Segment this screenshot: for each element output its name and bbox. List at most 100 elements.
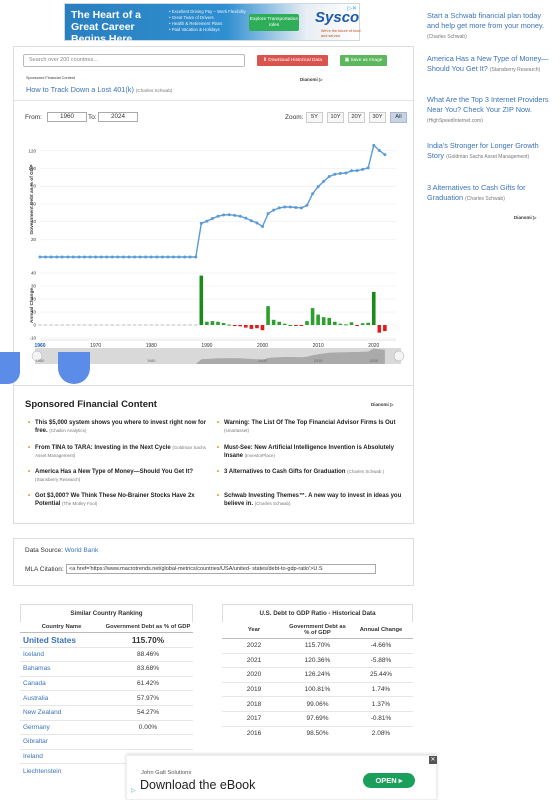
to-year-input[interactable]: 2024 bbox=[98, 112, 138, 122]
ad-cta-button[interactable]: Explore Transportation roles bbox=[249, 14, 299, 31]
country-search-input[interactable]: Search over 200 countries... bbox=[23, 54, 245, 67]
sponsored-item[interactable]: From TINA to TARA: Investing in the Next… bbox=[28, 444, 213, 460]
data-point bbox=[216, 214, 220, 218]
sponsored-item-text[interactable]: Schwab Investing Themes™. A new way to i… bbox=[224, 493, 402, 507]
rail-link[interactable]: America Has a New Type of Money—Should Y… bbox=[427, 54, 552, 75]
rail-link-text[interactable]: Start a Schwab financial plan today and … bbox=[427, 11, 545, 30]
data-source-link[interactable]: World Bank bbox=[64, 547, 99, 554]
sponsored-item[interactable]: Warning: The List Of The Top Financial A… bbox=[217, 419, 402, 435]
data-point bbox=[188, 255, 192, 259]
table-row[interactable]: Germany 0.00% bbox=[20, 719, 193, 735]
sponsored-link[interactable]: How to Track Down a Lost 401(k) (Charles… bbox=[26, 85, 172, 94]
y-tick-label: 80 bbox=[31, 184, 37, 189]
sponsored-item-text[interactable]: Warning: The List Of The Top Financial A… bbox=[224, 420, 396, 426]
y-tick-label: 30 bbox=[31, 284, 37, 289]
data-point bbox=[38, 255, 42, 259]
mla-citation-input[interactable]: <a href='https://www.macrotrends.net/glo… bbox=[66, 564, 376, 574]
country-name-cell[interactable]: United States bbox=[20, 632, 103, 648]
country-name-cell[interactable]: Bahamas bbox=[20, 661, 103, 677]
sponsored-link-text[interactable]: How to Track Down a Lost 401(k) bbox=[26, 85, 134, 94]
country-name-cell[interactable]: Ireland bbox=[20, 748, 103, 764]
rail-link-text[interactable]: What Are the Top 3 Internet Providers Ne… bbox=[427, 95, 549, 114]
country-name-cell[interactable]: Canada bbox=[20, 675, 103, 691]
table-row[interactable]: United States 115.70% bbox=[20, 632, 193, 648]
table-row[interactable]: Bahamas 83.68% bbox=[20, 661, 193, 677]
divider bbox=[14, 100, 413, 101]
annual-change-cell: 1.74% bbox=[349, 681, 413, 697]
change-bar bbox=[277, 321, 281, 325]
sponsored-item-text[interactable]: America Has a New Type of Money—Should Y… bbox=[35, 469, 194, 475]
rail-link-text[interactable]: India's Stronger for Longer Growth Story bbox=[427, 141, 539, 160]
dianomi-logo[interactable]: Dianomi ▷ bbox=[371, 402, 394, 407]
table-row[interactable]: Iceland 88.46% bbox=[20, 646, 193, 662]
ranking-caption: Similar Country Ranking bbox=[20, 604, 193, 622]
sponsored-item-text[interactable]: Got $3,000? We Think These No-Brainer St… bbox=[35, 493, 195, 507]
country-name-cell[interactable]: Germany bbox=[20, 719, 103, 735]
sponsored-item-text[interactable]: This $5,000 system shows you where to in… bbox=[35, 420, 207, 434]
country-name-cell[interactable]: New Zealand bbox=[20, 704, 103, 721]
sponsored-item-text[interactable]: 3 Alternatives to Cash Gifts for Graduat… bbox=[224, 469, 346, 475]
year-cell: 2020 bbox=[222, 667, 286, 683]
change-bar bbox=[366, 322, 370, 325]
table-row[interactable]: New Zealand 54.27% bbox=[20, 704, 193, 721]
change-bar bbox=[144, 324, 148, 326]
data-point bbox=[194, 255, 198, 259]
data-point bbox=[144, 255, 148, 259]
change-bar bbox=[255, 325, 259, 329]
adchoices-icon[interactable]: ▷✕ bbox=[347, 6, 357, 12]
sponsored-item[interactable]: This $5,000 system shows you where to in… bbox=[28, 419, 213, 435]
data-point bbox=[294, 205, 298, 209]
data-point bbox=[155, 255, 159, 259]
zoom-5y-button[interactable]: 5Y bbox=[306, 112, 323, 123]
table-row[interactable]: Gibraltar bbox=[20, 734, 193, 750]
ad-bullet: • Health & Retirement Plans bbox=[169, 21, 223, 26]
zoom-10y-button[interactable]: 10Y bbox=[327, 112, 344, 123]
rail-link-text[interactable]: 3 Alternatives to Cash Gifts for Graduat… bbox=[427, 183, 526, 202]
sponsored-item-text[interactable]: Must-See: New Artificial Intelligence In… bbox=[224, 445, 394, 459]
sponsored-source: (Charles Schwab) bbox=[135, 88, 173, 93]
sysco-logo: Sysco bbox=[315, 9, 360, 26]
sponsored-item-text[interactable]: From TINA to TARA: Investing in the Next… bbox=[35, 445, 171, 451]
dianomi-logo[interactable]: Dianomi ▷ bbox=[300, 77, 323, 82]
table-row[interactable]: Australia 57.97% bbox=[20, 690, 193, 706]
adchoices-icon[interactable]: ▷ bbox=[131, 788, 136, 794]
dianomi-logo[interactable]: Dianomi ▷ bbox=[514, 215, 537, 220]
zoom-20y-button[interactable]: 20Y bbox=[348, 112, 365, 123]
zoom-30y-button[interactable]: 30Y bbox=[369, 112, 386, 123]
navigator-year-label: 1960 bbox=[36, 359, 44, 363]
top-banner-ad[interactable]: The Heart of a Great Career Begins Here … bbox=[64, 3, 361, 45]
bottom-banner-ad[interactable]: John Galt Solutions Download the eBook O… bbox=[126, 755, 437, 800]
open-button[interactable]: OPEN ▸ bbox=[363, 773, 415, 788]
data-point bbox=[105, 255, 109, 259]
rail-link[interactable]: What Are the Top 3 Internet Providers Ne… bbox=[427, 95, 552, 126]
rail-link[interactable]: 3 Alternatives to Cash Gifts for Graduat… bbox=[427, 183, 552, 204]
change-bar bbox=[221, 323, 226, 325]
close-icon[interactable]: ✕ bbox=[429, 756, 437, 764]
country-name-cell[interactable]: Gibraltar bbox=[20, 734, 103, 750]
download-data-button[interactable]: ⬇ Download Historical Data bbox=[257, 55, 328, 66]
save-image-button[interactable]: ▣ Save as Image bbox=[340, 55, 387, 66]
table-row: 2019 100.81% 1.74% bbox=[222, 681, 413, 697]
sponsored-item[interactable]: 3 Alternatives to Cash Gifts for Graduat… bbox=[217, 468, 402, 476]
sponsored-item[interactable]: Got $3,000? We Think These No-Brainer St… bbox=[28, 492, 213, 508]
country-name-cell[interactable]: Liechtenstein bbox=[20, 763, 103, 779]
y-tick-label: 40 bbox=[31, 219, 37, 224]
rail-link[interactable]: India's Stronger for Longer Growth Story… bbox=[427, 141, 552, 162]
zoom-all-button[interactable]: All bbox=[390, 112, 407, 123]
rail-link-text[interactable]: America Has a New Type of Money—Should Y… bbox=[427, 54, 549, 73]
x-tick-label: 2010 bbox=[313, 343, 324, 349]
sponsored-item[interactable]: America Has a New Type of Money—Should Y… bbox=[28, 468, 213, 484]
annual-change-cell: 25.44% bbox=[349, 667, 413, 683]
change-bar bbox=[49, 324, 53, 326]
sponsored-item[interactable]: Must-See: New Artificial Intelligence In… bbox=[217, 444, 402, 460]
from-year-input[interactable]: 1960 bbox=[47, 112, 87, 122]
sponsored-item[interactable]: Schwab Investing Themes™. A new way to i… bbox=[217, 492, 402, 508]
country-name-cell[interactable]: Australia bbox=[20, 690, 103, 706]
country-name-cell[interactable]: Iceland bbox=[20, 646, 103, 662]
rail-link[interactable]: Start a Schwab financial plan today and … bbox=[427, 11, 552, 42]
data-point bbox=[205, 219, 209, 223]
change-bar bbox=[238, 325, 243, 327]
overlay-shape bbox=[58, 352, 90, 384]
table-row[interactable]: Canada 61.42% bbox=[20, 675, 193, 691]
